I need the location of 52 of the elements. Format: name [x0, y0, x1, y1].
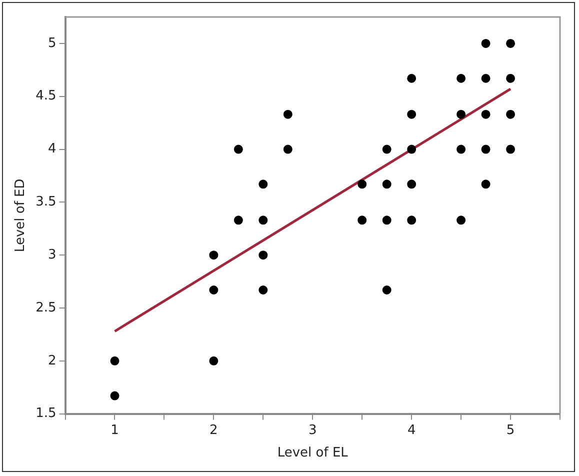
x-tick-label: 1	[110, 422, 119, 438]
point	[110, 391, 120, 400]
point	[358, 216, 367, 225]
point	[234, 144, 243, 154]
y-tick-label: 4	[48, 142, 56, 157]
point	[456, 110, 466, 119]
point	[234, 216, 243, 225]
x-tick-label: 5	[506, 422, 515, 438]
point	[481, 144, 490, 154]
point	[506, 74, 516, 83]
point	[407, 144, 416, 154]
y-axis-title: Level of ED	[13, 178, 28, 252]
y-tick-label: 1.5	[36, 406, 56, 422]
point	[258, 250, 268, 260]
point	[110, 356, 120, 366]
point	[358, 180, 367, 189]
y-tick-label: 5	[48, 36, 56, 51]
point	[258, 180, 268, 189]
point	[382, 144, 392, 154]
y-tick-label: 3.5	[36, 194, 56, 210]
point	[209, 356, 218, 366]
point	[481, 110, 490, 119]
point	[382, 216, 392, 225]
y-tick-label: 4.5	[36, 88, 56, 104]
point	[407, 180, 416, 189]
point	[283, 110, 292, 119]
point	[481, 38, 490, 48]
point	[456, 74, 466, 83]
y-tick-label: 3	[48, 247, 56, 262]
point	[506, 144, 516, 154]
y-tick-label: 2.5	[36, 300, 56, 316]
point	[456, 144, 466, 154]
point	[209, 250, 218, 260]
x-tick-label: 4	[407, 422, 416, 438]
point	[407, 216, 416, 225]
point	[258, 216, 268, 225]
point	[407, 110, 416, 119]
point	[283, 144, 292, 154]
point	[506, 110, 516, 119]
point	[481, 180, 490, 189]
point	[209, 286, 218, 294]
x-tick-label: 3	[308, 422, 317, 438]
point	[407, 74, 416, 83]
point	[382, 286, 392, 294]
x-tick-label: 2	[210, 422, 218, 438]
point	[258, 286, 268, 294]
y-tick-label: 2	[48, 353, 56, 368]
x-axis-title: Level of EL	[277, 446, 349, 461]
point	[506, 38, 516, 48]
point	[382, 180, 392, 189]
point	[456, 216, 466, 225]
point	[481, 74, 490, 83]
